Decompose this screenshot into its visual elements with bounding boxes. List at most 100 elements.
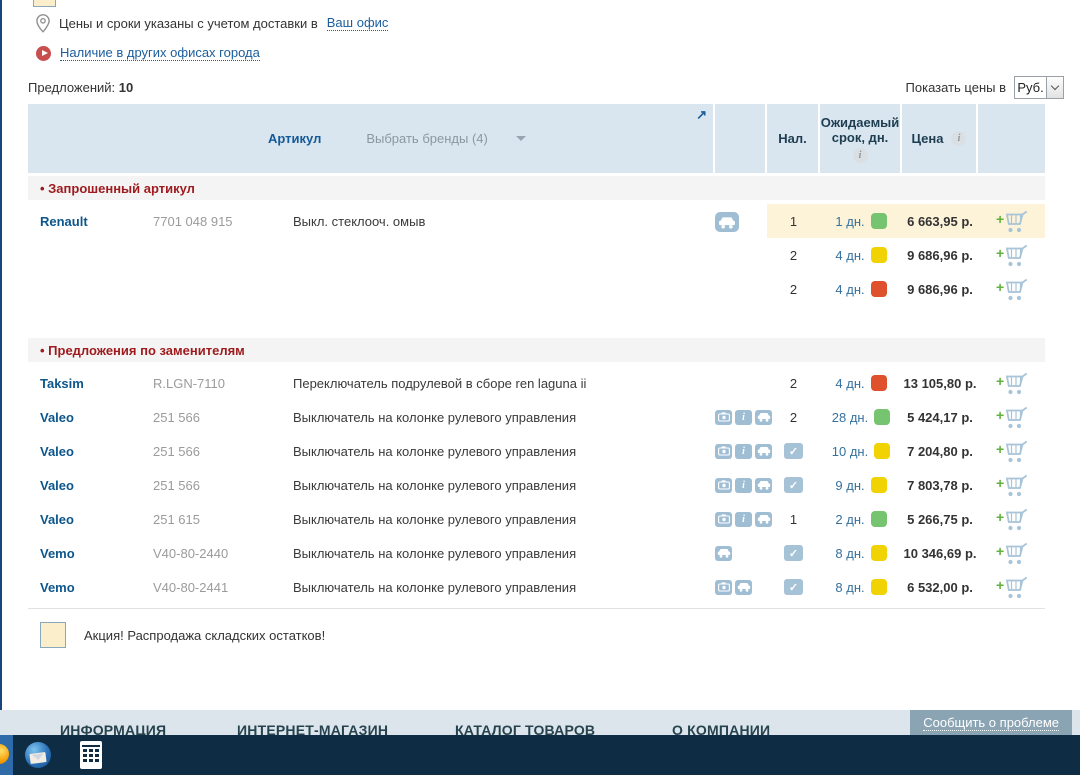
header-article-link[interactable]: Артикул xyxy=(268,131,321,146)
car-applicability-icon[interactable] xyxy=(735,580,752,595)
calculator-keys xyxy=(82,749,100,762)
offers-stack: ✓ 10 дн.7 204,80 р.+ xyxy=(767,434,1045,468)
svg-text:+: + xyxy=(996,245,1004,261)
term-value: 9 дн. xyxy=(835,478,864,493)
offers-table-body: • Запрошенный артикул Renault7701 048 915… xyxy=(28,176,1045,609)
offer-row: ✓8 дн.10 346,69 р.+ xyxy=(767,536,1045,570)
offers-count: Предложений: 10 xyxy=(28,80,133,95)
brands-filter-dropdown[interactable]: Выбрать бренды (4) xyxy=(366,131,526,146)
report-problem-button[interactable]: Сообщить о проблеме xyxy=(910,710,1072,735)
add-to-cart-button[interactable]: + xyxy=(978,440,1045,463)
photo-icon[interactable] xyxy=(715,478,732,493)
price-value: 7 204,80 р. xyxy=(902,444,978,459)
add-to-cart-button[interactable]: + xyxy=(978,406,1045,429)
brand-link[interactable]: Vemo xyxy=(40,546,153,561)
availability-value: 2 xyxy=(790,248,797,263)
add-to-cart-button[interactable]: + xyxy=(978,508,1045,531)
offers-stack: 11 дн.6 663,95 р.+24 дн.9 686,96 р.+24 д… xyxy=(767,204,1045,306)
offers-stack: ✓8 дн.10 346,69 р.+ xyxy=(767,536,1045,570)
offer-row: ✓ 10 дн.7 204,80 р.+ xyxy=(767,434,1045,468)
info-icon[interactable]: i xyxy=(735,444,752,459)
table-row: Valeo251 566Выключатель на колонке рулев… xyxy=(28,400,1045,434)
offer-row: 24 дн.9 686,96 р.+ xyxy=(767,272,1045,306)
term-cell: 8 дн. xyxy=(820,545,902,561)
brand-link[interactable]: Valeo xyxy=(40,512,153,527)
availability-value: 2 xyxy=(790,282,797,297)
article-number: 251 566 xyxy=(153,410,293,425)
brand-link[interactable]: Valeo xyxy=(40,410,153,425)
add-to-cart-button[interactable]: + xyxy=(978,542,1045,565)
car-applicability-icon[interactable] xyxy=(715,212,739,232)
offer-row: 24 дн.9 686,96 р.+ xyxy=(767,238,1045,272)
calculator-icon[interactable] xyxy=(80,741,102,769)
add-to-cart-button[interactable]: + xyxy=(978,244,1045,267)
promo-legend-text: Акция! Распродажа складских остатков! xyxy=(84,628,325,643)
taskbar xyxy=(0,735,1080,775)
offer-row: 24 дн.13 105,80 р.+ xyxy=(767,366,1045,400)
in-stock-check-icon: ✓ xyxy=(784,443,803,459)
other-offices-link[interactable]: Наличие в других офисах города xyxy=(60,45,260,61)
article-description: Выключатель на колонке рулевого управлен… xyxy=(293,580,715,595)
article-description: Выключатель на колонке рулевого управлен… xyxy=(293,444,715,459)
currency-select-value: Руб. xyxy=(1015,77,1046,98)
photo-icon[interactable] xyxy=(715,580,732,595)
thunderbird-icon[interactable] xyxy=(25,742,51,768)
brand-link[interactable]: Valeo xyxy=(40,478,153,493)
price-value: 6 532,00 р. xyxy=(902,580,978,595)
price-value: 9 686,96 р. xyxy=(902,282,978,297)
brand-link[interactable]: Valeo xyxy=(40,444,153,459)
section-title: • Запрошенный артикул xyxy=(40,181,195,196)
article-cell: VemoV40-80-2440Выключатель на колонке ру… xyxy=(28,536,715,570)
add-to-cart-button[interactable]: + xyxy=(978,576,1045,599)
play-circle-icon xyxy=(36,46,51,61)
expand-arrow-icon[interactable]: ↗ xyxy=(696,107,707,123)
currency-select-arrow[interactable] xyxy=(1046,77,1063,98)
offers-count-label: Предложений: xyxy=(28,80,115,95)
svg-text:+: + xyxy=(996,211,1004,227)
add-to-cart-button[interactable]: + xyxy=(978,372,1045,395)
term-value: 1 дн. xyxy=(835,214,864,229)
term-cell: 10 дн. xyxy=(820,443,902,459)
info-icon[interactable]: i xyxy=(735,478,752,493)
table-row: VemoV40-80-2440Выключатель на колонке ру… xyxy=(28,536,1045,570)
availability-cell: 1 xyxy=(767,214,820,229)
brand-link[interactable]: Renault xyxy=(40,214,153,229)
header-expected-term: Ожидаемый срок, дн. i xyxy=(820,104,902,173)
price-value: 10 346,69 р. xyxy=(902,546,978,561)
info-icon[interactable]: i xyxy=(853,148,868,163)
article-number: 7701 048 915 xyxy=(153,214,293,229)
photo-icon[interactable] xyxy=(715,444,732,459)
article-number: V40-80-2441 xyxy=(153,580,293,595)
availability-cell: 1 xyxy=(767,512,820,527)
availability-cell: ✓ xyxy=(767,545,820,561)
svg-text:+: + xyxy=(996,407,1004,423)
term-cell: 8 дн. xyxy=(820,579,902,595)
svg-text:+: + xyxy=(996,373,1004,389)
offer-row: 228 дн.5 424,17 р.+ xyxy=(767,400,1045,434)
add-to-cart-button[interactable]: + xyxy=(978,278,1045,301)
photo-icon[interactable] xyxy=(715,512,732,527)
term-value: 4 дн. xyxy=(835,248,864,263)
currency-select[interactable]: Руб. xyxy=(1014,76,1064,99)
status-indicator xyxy=(871,375,887,391)
status-indicator xyxy=(871,477,887,493)
info-icon[interactable]: i xyxy=(735,512,752,527)
row-icons-cell: i xyxy=(715,502,767,536)
add-to-cart-button[interactable]: + xyxy=(978,210,1045,233)
section-band: • Запрошенный артикул xyxy=(28,176,1045,200)
table-row: Valeo251 615Выключатель на колонке рулев… xyxy=(28,502,1045,536)
brand-link[interactable]: Vemo xyxy=(40,580,153,595)
brand-link[interactable]: Taksim xyxy=(40,376,153,391)
availability-cell: ✓ xyxy=(767,579,820,595)
term-cell: 28 дн. xyxy=(820,409,902,425)
photo-icon[interactable] xyxy=(715,410,732,425)
info-icon[interactable]: i xyxy=(951,131,966,146)
legend-swatch-partial xyxy=(33,0,56,7)
your-office-link[interactable]: Ваш офис xyxy=(327,15,389,31)
availability-cell: 2 xyxy=(767,410,820,425)
add-to-cart-button[interactable]: + xyxy=(978,474,1045,497)
car-applicability-icon[interactable] xyxy=(715,546,732,561)
browser-icon-partial[interactable] xyxy=(0,744,9,764)
info-icon[interactable]: i xyxy=(735,410,752,425)
row-icons-cell: i xyxy=(715,468,767,502)
